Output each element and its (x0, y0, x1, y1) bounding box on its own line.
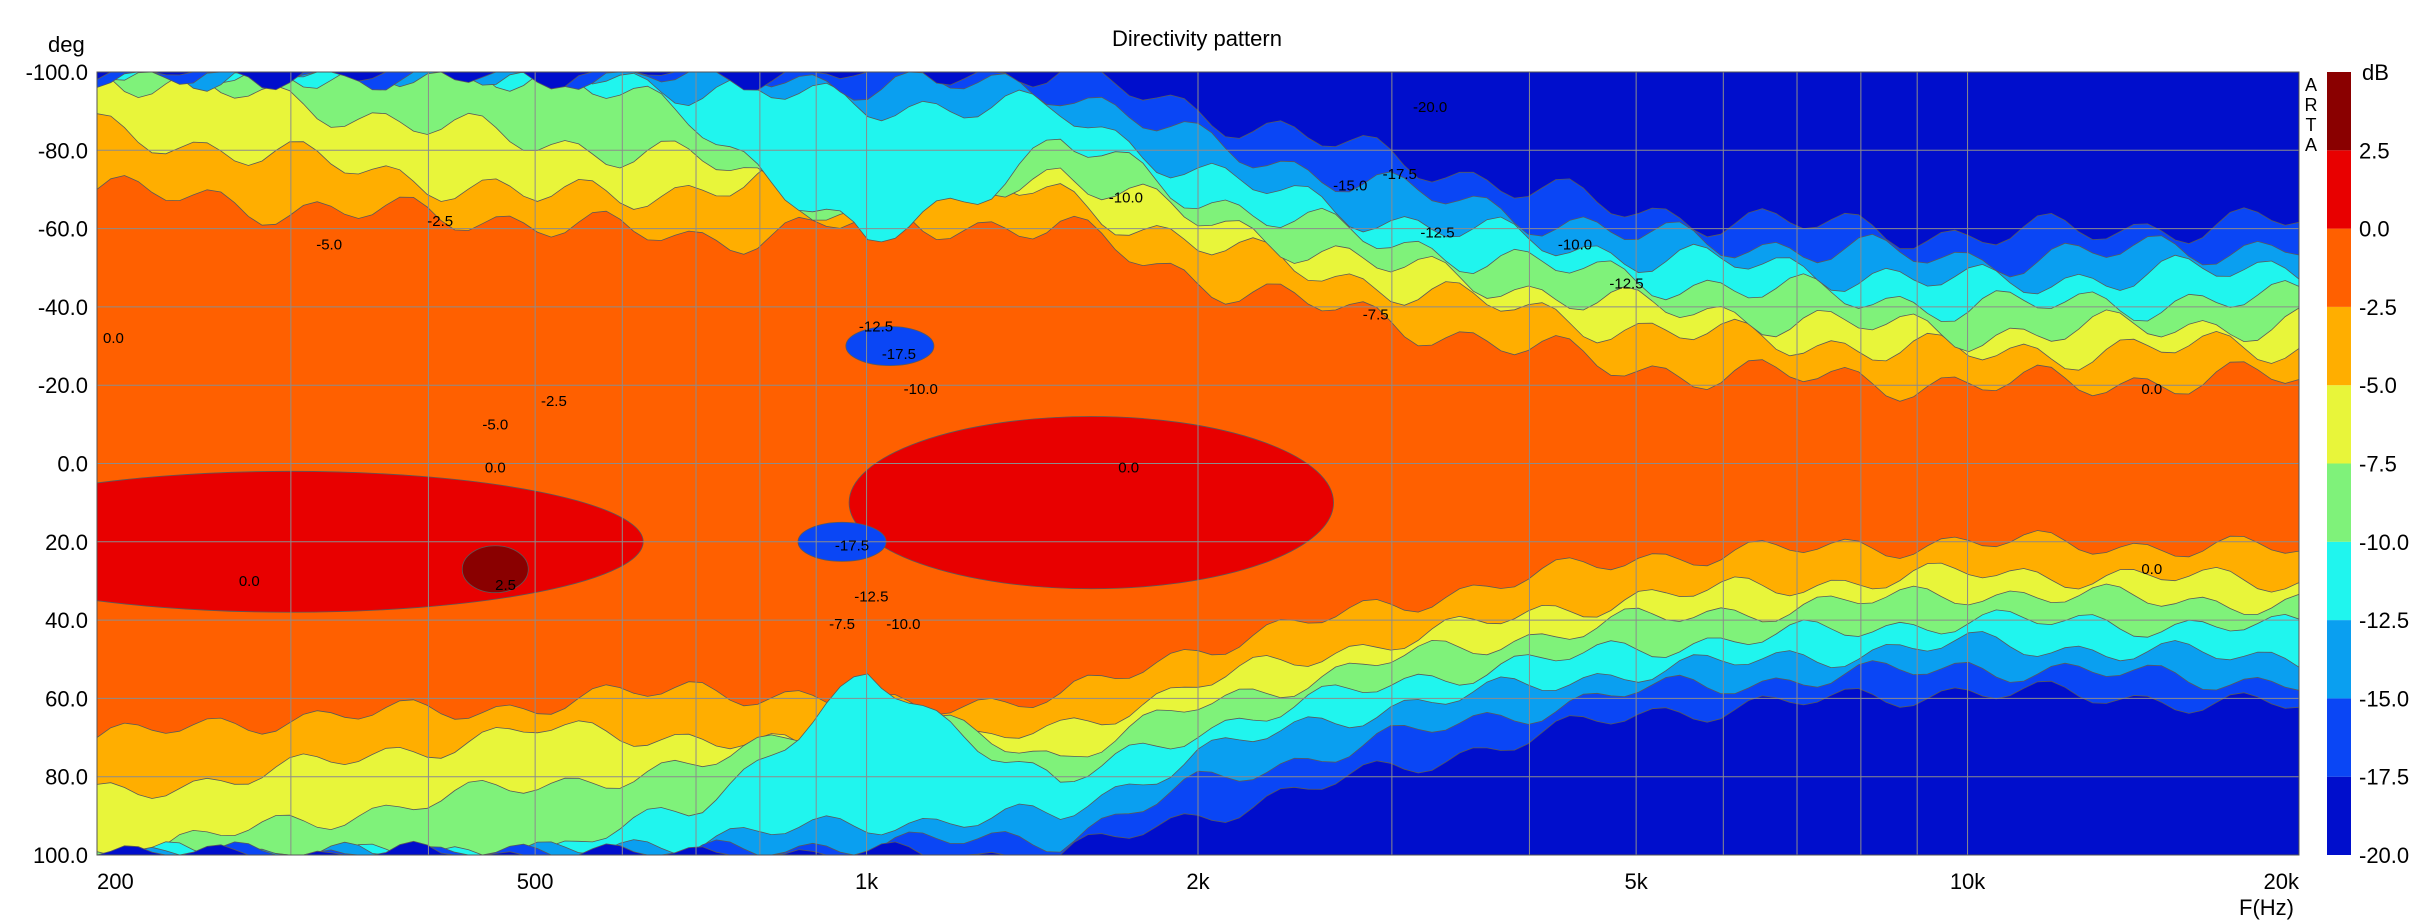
colorbar-tick-label: -7.5 (2359, 452, 2397, 477)
watermark-letter: A (2305, 135, 2317, 155)
contour-label: -5.0 (482, 416, 508, 433)
band-bottom-6 (97, 680, 2299, 855)
colorbar-swatch (2327, 698, 2351, 777)
colorbar-swatch (2327, 463, 2351, 542)
y-tick-label: 80.0 (45, 765, 88, 790)
watermark-letter: T (2306, 115, 2317, 135)
colorbar-swatch (2327, 72, 2351, 151)
spot-2 (461, 545, 529, 594)
y-tick-label: -60.0 (38, 217, 88, 242)
colorbar-tick-label: -10.0 (2359, 530, 2409, 555)
x-tick-label: 500 (517, 869, 554, 894)
colorbar-swatch (2327, 620, 2351, 699)
colorbar-swatch (2327, 306, 2351, 386)
colorbar-tick-label: -17.5 (2359, 765, 2409, 790)
x-tick-labels: 200 500 1k 2k 5k 10k 20k (97, 869, 2300, 894)
colorbar-tick-label: 0.0 (2359, 217, 2390, 242)
y-tick-label: 100.0 (33, 843, 88, 868)
spot-3 (845, 326, 935, 367)
contour-label: -17.5 (835, 538, 869, 555)
y-tick-label: -100.0 (26, 60, 88, 85)
colorbar-tick-label: -15.0 (2359, 686, 2409, 711)
colorbar-swatch (2327, 228, 2351, 307)
x-tick-label: 200 (97, 869, 134, 894)
watermark-letter: R (2305, 95, 2318, 115)
colorbar-tick-label: -5.0 (2359, 373, 2397, 398)
colorbar-swatch (2327, 776, 2351, 855)
colorbar-swatch (2327, 541, 2351, 621)
contour-label: -12.5 (854, 589, 888, 606)
contour-label: -15.0 (1333, 178, 1367, 195)
contour-label: -5.0 (316, 236, 342, 253)
contour-label: -12.5 (1609, 275, 1643, 292)
colorbar-tick-label: 2.5 (2359, 138, 2390, 163)
band-top-6 (97, 72, 2299, 250)
colorbar-tick-label: -20.0 (2359, 843, 2409, 868)
plot-frame (96, 71, 2300, 856)
contour-label: 2.5 (495, 577, 516, 594)
y-tick-label: -40.0 (38, 295, 88, 320)
y-tick-label: -80.0 (38, 138, 88, 163)
y-tick-label: 40.0 (45, 608, 88, 633)
colorbar-tick-label: -12.5 (2359, 608, 2409, 633)
contour-label: -12.5 (859, 318, 893, 335)
contour-label: -2.5 (427, 213, 453, 230)
y-tick-label: 60.0 (45, 686, 88, 711)
x-tick-label: 5k (1625, 869, 1649, 894)
x-tick-label: 10k (1950, 869, 1986, 894)
colorbar-tick-label: -2.5 (2359, 295, 2397, 320)
contour-label: -20.0 (1413, 99, 1447, 116)
contour-label: -17.5 (882, 346, 916, 363)
colorbar: 2.5 0.0 -2.5 -5.0 -7.5 -10.0 -12.5 -15.0 -17.5 -2… (2327, 72, 2409, 868)
contour-label: 0.0 (103, 330, 124, 347)
x-tick-label: 2k (1186, 869, 1210, 894)
contour-label: -10.0 (1109, 189, 1143, 206)
contour-label: -10.0 (886, 616, 920, 633)
contour-label: -2.5 (541, 393, 567, 410)
colorbar-swatch (2327, 385, 2351, 464)
x-axis-label: F(Hz) (2239, 895, 2294, 920)
contour-label: 0.0 (2141, 561, 2162, 578)
contour-label: -12.5 (1420, 225, 1454, 242)
x-tick-label: 1k (855, 869, 879, 894)
colorbar-swatch (2327, 150, 2351, 229)
colorbar-label: dB (2362, 60, 2389, 85)
y-tick-labels: -100.0 -80.0 -60.0 -40.0 -20.0 0.0 20.0 40.0 60.… (26, 60, 88, 868)
chart-title: Directivity pattern (1112, 26, 1282, 51)
spot-1 (848, 416, 1334, 590)
contour-label: -7.5 (829, 616, 855, 633)
y-axis-label: deg (48, 32, 85, 57)
y-tick-label: -20.0 (38, 373, 88, 398)
contour-label: 0.0 (485, 459, 506, 476)
contour-label: 0.0 (2141, 381, 2162, 398)
contour-labels: 0.0 -5.0 -2.5 -5.0 -2.5 0.0 0.0 2.5 -12.5 -17.5 -1… (103, 99, 2162, 633)
contour-label: -17.5 (1383, 166, 1417, 183)
x-tick-label: 20k (2264, 869, 2300, 894)
contour-label: -10.0 (1558, 236, 1592, 253)
contour-label: 0.0 (239, 573, 260, 590)
y-tick-label: 0.0 (57, 452, 88, 477)
contour-label: -10.0 (904, 381, 938, 398)
contour-label: -7.5 (1363, 307, 1389, 324)
y-tick-label: 20.0 (45, 530, 88, 555)
watermark-letter: A (2305, 75, 2317, 95)
contour-label: 0.0 (1118, 459, 1139, 476)
